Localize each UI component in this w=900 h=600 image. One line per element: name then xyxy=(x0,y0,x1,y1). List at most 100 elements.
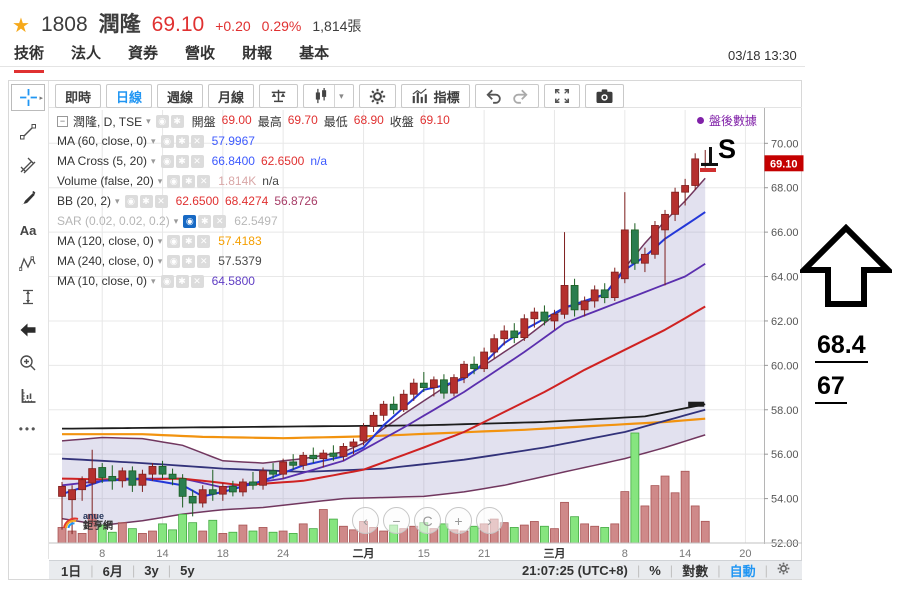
chevron-down-icon[interactable]: ▾ xyxy=(157,255,163,266)
tab-技術[interactable]: 技術 xyxy=(14,42,45,73)
chevron-down-icon[interactable]: ▾ xyxy=(173,215,179,226)
annotation-tack-vertical[interactable] xyxy=(709,147,712,164)
monthly-button[interactable]: 月線 xyxy=(208,84,255,108)
axis-settings-gear-icon[interactable] xyxy=(777,562,790,578)
legend-values: 1.814K n/a xyxy=(218,174,279,188)
gear-icon[interactable]: ✱ xyxy=(198,214,212,228)
gear-icon[interactable]: ✱ xyxy=(175,274,189,288)
chevron-down-icon[interactable]: ▾ xyxy=(146,115,151,126)
percent-scale-button[interactable]: % xyxy=(649,562,661,578)
close-icon[interactable]: ✕ xyxy=(190,274,204,288)
range-5y[interactable]: 5y xyxy=(180,562,195,578)
gear-icon[interactable]: ✱ xyxy=(182,174,196,188)
eye-icon[interactable]: ◉ xyxy=(124,194,138,208)
legend-row-1: MA (60, close, 0) ▾ ◉ ✱ ✕ 57.9967 xyxy=(57,131,450,151)
annotation-up-arrow[interactable] xyxy=(796,223,896,314)
settings-button[interactable] xyxy=(358,84,396,108)
annotation-s-label[interactable]: S xyxy=(718,134,737,164)
close-icon[interactable]: ✕ xyxy=(154,194,168,208)
auto-scale-button[interactable]: 自動 xyxy=(729,563,756,579)
gear-icon[interactable]: ✱ xyxy=(175,134,189,148)
clock: 21:07:25 (UTC+8) xyxy=(521,562,628,578)
more-tools[interactable]: ••• xyxy=(18,421,38,436)
measure-tool[interactable] xyxy=(8,280,48,313)
tab-財報[interactable]: 財報 xyxy=(242,45,273,62)
snapshot-button[interactable] xyxy=(584,84,624,108)
eye-icon[interactable]: ◉ xyxy=(155,114,169,128)
chevron-down-icon[interactable]: ▾ xyxy=(151,275,156,286)
realtime-button[interactable]: 即時 xyxy=(55,84,102,108)
range-buttons: 1日 | 6月 | 3y | 5y xyxy=(61,562,195,579)
stock-code: 1808 xyxy=(40,13,88,36)
trendline-tool[interactable] xyxy=(8,115,48,148)
favorite-star-icon[interactable]: ★ xyxy=(12,15,30,37)
annotation-level-67[interactable]: 67 xyxy=(815,372,847,404)
gear-icon[interactable]: ✱ xyxy=(139,194,153,208)
chevron-down-icon[interactable]: ▾ xyxy=(115,195,120,206)
undo-redo-button[interactable] xyxy=(474,84,539,108)
range-1日[interactable]: 1日 xyxy=(61,563,82,579)
legend-values: 62.6500 68.4274 56.8726 xyxy=(175,194,318,208)
crosshair-tool[interactable]: ▸ xyxy=(11,84,45,111)
chevron-down-icon[interactable]: ▾ xyxy=(334,85,344,107)
tab-基本[interactable]: 基本 xyxy=(299,45,330,62)
pattern-tool[interactable] xyxy=(8,247,48,280)
collapse-icon[interactable]: − xyxy=(57,115,68,127)
scroll-left-button[interactable]: ‹ xyxy=(352,507,379,534)
chevron-down-icon[interactable]: ▾ xyxy=(157,175,163,186)
close-icon[interactable]: ✕ xyxy=(190,154,204,168)
tab-資券[interactable]: 資券 xyxy=(128,45,159,62)
indicator-button[interactable]: 指標 xyxy=(400,84,470,108)
eye-icon[interactable]: ◉ xyxy=(167,254,181,268)
eye-icon[interactable]: ◉ xyxy=(167,174,181,188)
range-3y[interactable]: 3y xyxy=(144,562,159,578)
gear-icon[interactable]: ✱ xyxy=(170,114,184,128)
eye-icon[interactable]: ◉ xyxy=(160,154,174,168)
log-scale-button[interactable]: 對數 xyxy=(682,563,709,579)
chevron-down-icon[interactable]: ▾ xyxy=(151,135,156,146)
close-icon[interactable]: ✕ xyxy=(213,214,227,228)
zoom-out-button[interactable]: − xyxy=(383,507,410,534)
zoom-in-icon xyxy=(20,354,36,370)
text-tool[interactable]: Aa xyxy=(19,223,37,238)
legend-values: 57.4183 xyxy=(218,234,262,248)
annotation-red-dash[interactable] xyxy=(700,168,716,172)
scroll-right-button[interactable]: › xyxy=(476,507,503,534)
range-6月[interactable]: 6月 xyxy=(102,563,123,579)
zoom-in-button[interactable]: + xyxy=(445,507,472,534)
eye-icon[interactable]: ◉ xyxy=(167,234,181,248)
post-market-indicator[interactable]: 盤後數據 xyxy=(697,112,757,129)
toolbar-divider-vertical xyxy=(48,81,49,559)
compare-button[interactable] xyxy=(259,84,299,108)
eye-icon[interactable]: ◉ xyxy=(183,214,197,228)
gear-icon[interactable]: ✱ xyxy=(182,254,196,268)
annotation-level-68-4[interactable]: 68.4 xyxy=(815,331,868,363)
tab-法人[interactable]: 法人 xyxy=(71,45,102,62)
fullscreen-button[interactable] xyxy=(543,84,580,108)
tab-營收[interactable]: 營收 xyxy=(185,45,216,62)
gear-icon[interactable]: ✱ xyxy=(182,234,196,248)
legend-name: BB (20, 2) xyxy=(57,194,112,208)
eye-icon[interactable]: ◉ xyxy=(160,134,174,148)
daily-button[interactable]: 日線 xyxy=(106,84,153,108)
close-icon[interactable]: ✕ xyxy=(197,174,211,188)
chevron-down-icon[interactable]: ▾ xyxy=(151,155,156,166)
gear-icon[interactable]: ✱ xyxy=(175,154,189,168)
pitchfork-tool[interactable] xyxy=(8,148,48,181)
chart-type-button[interactable]: ▾ xyxy=(303,84,354,108)
close-icon[interactable]: ✕ xyxy=(197,254,211,268)
arrow-tool[interactable] xyxy=(8,313,48,346)
ruler-tool[interactable] xyxy=(8,379,48,412)
legend-row-0: − 潤隆, D, TSE ▾ ◉ ✱ 開盤 69.00 最高 69.70 最低 68.90 收盤 69.… xyxy=(57,111,450,131)
chart-bottom-bar: 1日 | 6月 | 3y | 5y 21:07:25 (UTC+8) | % | 對數 | … xyxy=(49,560,802,579)
weekly-button[interactable]: 週線 xyxy=(157,84,204,108)
close-icon[interactable]: ✕ xyxy=(197,234,211,248)
ruler-icon xyxy=(21,388,36,403)
brush-tool[interactable] xyxy=(8,181,48,214)
zoom-in-tool[interactable] xyxy=(8,346,48,379)
close-icon[interactable]: ✕ xyxy=(190,134,204,148)
chevron-down-icon[interactable]: ▾ xyxy=(157,235,163,246)
annotation-tack-horizontal[interactable] xyxy=(701,163,718,166)
eye-icon[interactable]: ◉ xyxy=(160,274,174,288)
reset-view-button[interactable]: C xyxy=(414,507,441,534)
